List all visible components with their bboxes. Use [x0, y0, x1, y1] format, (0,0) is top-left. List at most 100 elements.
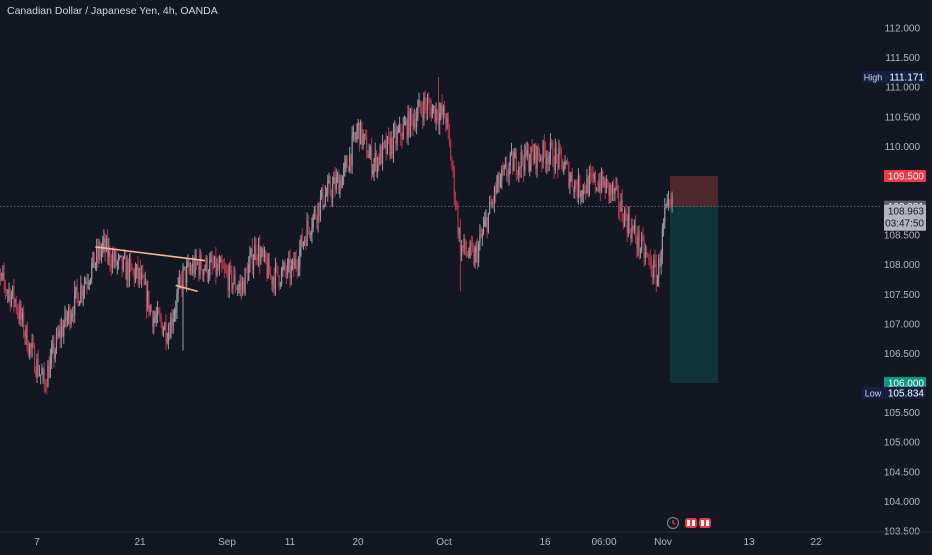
- candle-body: [30, 344, 32, 349]
- candle-body: [280, 269, 283, 285]
- trendline[interactable]: [95, 246, 205, 262]
- candle-body: [217, 264, 219, 270]
- candle-body: [361, 121, 363, 146]
- candle-body: [48, 365, 50, 378]
- candle-body: [335, 177, 337, 190]
- candle-body: [284, 263, 286, 272]
- candle-body: [388, 136, 390, 138]
- candle-body: [271, 275, 273, 284]
- trendline[interactable]: [175, 284, 198, 293]
- candle-body: [65, 310, 67, 322]
- candle-body: [63, 325, 65, 336]
- bottom-toolbar[interactable]: [666, 516, 712, 530]
- candle-body: [523, 162, 525, 172]
- candle-body: [328, 180, 330, 182]
- candle-body: [151, 311, 154, 327]
- candle-body: [667, 200, 670, 202]
- candle-body: [587, 177, 589, 196]
- low-tag: [862, 386, 884, 399]
- candle-body: [412, 115, 414, 128]
- candle-body: [571, 174, 573, 187]
- candle-body: [145, 281, 148, 309]
- candle-body: [18, 312, 20, 320]
- candle-body: [485, 218, 487, 221]
- candle-body: [416, 117, 418, 128]
- candle-body: [240, 284, 242, 290]
- candles: [0, 77, 673, 395]
- candle-body: [186, 265, 188, 283]
- position-zones[interactable]: [670, 175, 718, 384]
- candle-body: [469, 242, 471, 256]
- candle-body: [467, 253, 469, 256]
- candle-body: [144, 281, 146, 285]
- alert-clock-icon[interactable]: [666, 516, 680, 530]
- take-profit-zone[interactable]: [670, 206, 718, 384]
- candle-body: [109, 248, 111, 264]
- candle-body: [445, 118, 447, 124]
- candle-body: [378, 157, 380, 165]
- candle-body: [291, 260, 294, 266]
- candle-body: [35, 372, 37, 376]
- candle-body: [221, 259, 223, 267]
- y-tick-label: 105.000: [884, 438, 921, 449]
- price-axis[interactable]: 112.000 111.500 111.000 110.500 110.000 109.5…: [882, 0, 932, 538]
- candle-body: [113, 255, 115, 262]
- candle-body: [8, 290, 10, 293]
- candle-body: [13, 286, 15, 303]
- candle-body: [652, 274, 654, 278]
- candle-body: [659, 258, 661, 267]
- candle-body: [251, 248, 253, 270]
- candle-body: [149, 306, 151, 313]
- overlay-lines[interactable]: [0, 206, 882, 293]
- candle-body: [212, 265, 215, 267]
- candle-body: [481, 232, 483, 237]
- candle-body: [514, 153, 516, 158]
- candle-body: [356, 130, 358, 138]
- y-tick-label: 112.000: [885, 24, 921, 35]
- candle-body: [313, 209, 315, 216]
- candle-body: [639, 249, 642, 251]
- candle-body: [572, 186, 575, 193]
- y-tick-label: 110.500: [885, 112, 921, 123]
- candle-body: [122, 257, 124, 271]
- candle-body: [408, 111, 410, 136]
- candle-body: [512, 152, 514, 172]
- candle-body: [637, 231, 639, 248]
- candle-body: [435, 109, 437, 122]
- candle-body: [537, 146, 539, 156]
- candle-body: [92, 252, 94, 264]
- candle-body: [246, 270, 249, 281]
- candle-body: [520, 152, 522, 168]
- candle-body: [345, 159, 347, 163]
- candle-body: [332, 183, 334, 199]
- candle-body: [325, 193, 328, 196]
- candle-body: [182, 268, 184, 290]
- candle-body: [396, 131, 398, 144]
- candle-body: [610, 185, 612, 194]
- candle-body: [262, 248, 264, 257]
- candle-body: [546, 158, 548, 165]
- candle-body: [115, 251, 117, 265]
- stop-price-value: 109.500: [888, 171, 925, 182]
- stop-loss-zone[interactable]: [670, 175, 718, 207]
- candle-body: [624, 210, 626, 227]
- candle-body: [594, 173, 597, 189]
- candle-body: [290, 265, 292, 279]
- candle-body: [232, 283, 234, 289]
- candle-body: [317, 202, 319, 223]
- candle-body: [593, 173, 595, 180]
- replay-icon[interactable]: [699, 518, 711, 528]
- time-axis[interactable]: 7 21 Sep 11 20 Oct 16 06:00 Nov 13 22: [0, 531, 932, 548]
- candle-body: [426, 101, 429, 112]
- replay-icon[interactable]: [685, 518, 697, 528]
- candle-body: [141, 273, 143, 280]
- candle-body: [98, 245, 100, 258]
- candle-body: [452, 166, 454, 168]
- candle-body: [231, 267, 233, 289]
- candle-body: [355, 137, 357, 139]
- candle-body: [641, 235, 643, 250]
- candle-body: [272, 277, 274, 284]
- candle-body: [183, 266, 185, 269]
